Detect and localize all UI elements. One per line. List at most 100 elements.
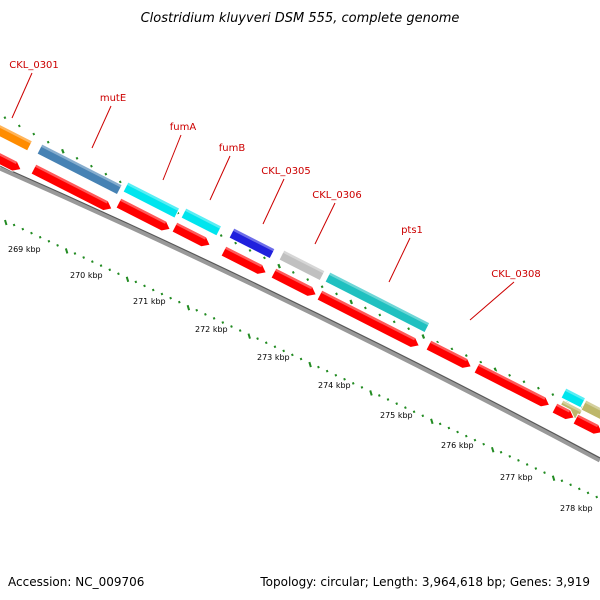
- scale-tick: [108, 268, 112, 272]
- outer-tick: [335, 292, 338, 296]
- outer-tick: [277, 263, 281, 269]
- cds-arrow: [316, 289, 421, 348]
- scale-tick: [499, 450, 503, 454]
- gene-fumA-bar: [122, 181, 181, 219]
- scale-tick: [134, 280, 138, 284]
- cds-arrow: [551, 402, 575, 421]
- outer-tick: [363, 306, 367, 310]
- cds-arrow: [115, 197, 171, 232]
- scale-label: 272 kbp: [195, 325, 228, 334]
- svg-text:CKL_0305: CKL_0305: [261, 166, 311, 177]
- outer-tick: [436, 340, 439, 344]
- scale-tick: [264, 341, 268, 345]
- scale-tick: [404, 406, 407, 410]
- scale-tick: [386, 398, 390, 401]
- outer-tick: [421, 334, 426, 339]
- scale-tick: [534, 467, 538, 470]
- scale-labels: 269 kbp 270 kbp 271 kbp 272 kbp 273 kbp 274 k…: [8, 245, 593, 513]
- outer-tick: [320, 285, 324, 289]
- outer-tick: [407, 327, 411, 331]
- scale-tick: [343, 377, 346, 381]
- scale-tick: [99, 264, 103, 268]
- scale-tick: [325, 369, 329, 373]
- scale-tick: [438, 422, 442, 426]
- scale-tick: [151, 288, 155, 292]
- outer-tick: [248, 249, 252, 252]
- gene-CKL_0305-bar: [228, 227, 276, 260]
- scale-tick: [177, 300, 181, 304]
- scale-tick: [186, 304, 191, 311]
- scale-tick: [291, 353, 294, 357]
- scale-tick: [247, 333, 251, 339]
- scale-tick: [4, 219, 8, 226]
- svg-text:CKL_0308: CKL_0308: [491, 269, 541, 280]
- outer-tick: [378, 313, 382, 317]
- gene-label-fumB: fumB: [209, 143, 246, 201]
- scale-label: 276 kbp: [441, 441, 474, 450]
- inner-scale-ring: [4, 219, 599, 499]
- outer-tick: [234, 241, 238, 245]
- scale-tick: [525, 463, 529, 466]
- outer-tick: [537, 386, 540, 390]
- svg-text:fumA: fumA: [170, 122, 197, 133]
- scale-tick: [30, 231, 33, 235]
- scale-label: 274 kbp: [318, 381, 351, 390]
- scale-tick: [473, 438, 477, 442]
- scale-tick: [169, 296, 172, 300]
- scale-tick: [430, 418, 434, 425]
- accession-text: Accession: NC_009706: [8, 575, 144, 589]
- outer-tick: [450, 347, 454, 351]
- scale-tick: [551, 475, 556, 481]
- scale-tick: [421, 414, 425, 418]
- gene-label-CKL_0308: CKL_0308: [469, 269, 541, 321]
- gene-labels: CKL_0301 mutE fumA fumB CKL_0305 CKL_0306 pts1…: [9, 60, 541, 321]
- scale-label: 275 kbp: [380, 411, 413, 420]
- svg-text:mutE: mutE: [100, 93, 126, 104]
- genome-backbone: [0, 165, 600, 463]
- gene-label-CKL_0306: CKL_0306: [312, 190, 362, 245]
- outer-tick: [118, 180, 122, 184]
- scale-tick: [73, 252, 77, 255]
- scale-tick: [38, 235, 42, 239]
- svg-text:fumB: fumB: [219, 143, 246, 154]
- scale-tick: [569, 483, 572, 487]
- outer-tick: [3, 116, 7, 120]
- svg-text:pts1: pts1: [401, 225, 423, 236]
- scale-tick: [47, 239, 51, 243]
- gene-label-CKL_0301: CKL_0301: [9, 60, 59, 119]
- scale-tick: [299, 357, 303, 361]
- scale-tick: [360, 386, 364, 389]
- scale-tick: [586, 491, 590, 495]
- scale-tick: [577, 487, 581, 491]
- outer-tick: [392, 320, 396, 324]
- outer-tick: [263, 256, 266, 260]
- cds-arrow: [220, 245, 267, 275]
- scale-tick: [56, 243, 59, 247]
- scale-tick: [21, 227, 25, 231]
- scale-tick: [91, 260, 94, 263]
- scale-tick: [456, 430, 459, 434]
- outer-tick: [61, 148, 65, 154]
- scale-label: 271 kbp: [133, 297, 166, 306]
- outer-tick: [90, 164, 93, 168]
- scale-tick: [117, 272, 120, 276]
- scale-tick: [447, 426, 451, 430]
- scale-tick: [238, 329, 242, 332]
- scale-label: 270 kbp: [70, 271, 103, 280]
- scale-tick: [369, 390, 373, 396]
- outer-tick: [306, 278, 310, 282]
- outer-tick: [551, 393, 555, 396]
- scale-label: 277 kbp: [500, 473, 533, 482]
- scale-label: 278 kbp: [560, 504, 593, 513]
- upper-feature-right3: [580, 399, 600, 425]
- scale-tick: [464, 434, 468, 438]
- scale-tick: [351, 381, 355, 385]
- scale-tick: [256, 337, 259, 341]
- outer-tick: [349, 299, 353, 305]
- scale-tick: [560, 479, 564, 483]
- scale-tick: [195, 308, 199, 312]
- svg-text:CKL_0301: CKL_0301: [9, 60, 59, 71]
- gene-label-CKL_0305: CKL_0305: [261, 166, 311, 225]
- scale-tick: [490, 446, 495, 453]
